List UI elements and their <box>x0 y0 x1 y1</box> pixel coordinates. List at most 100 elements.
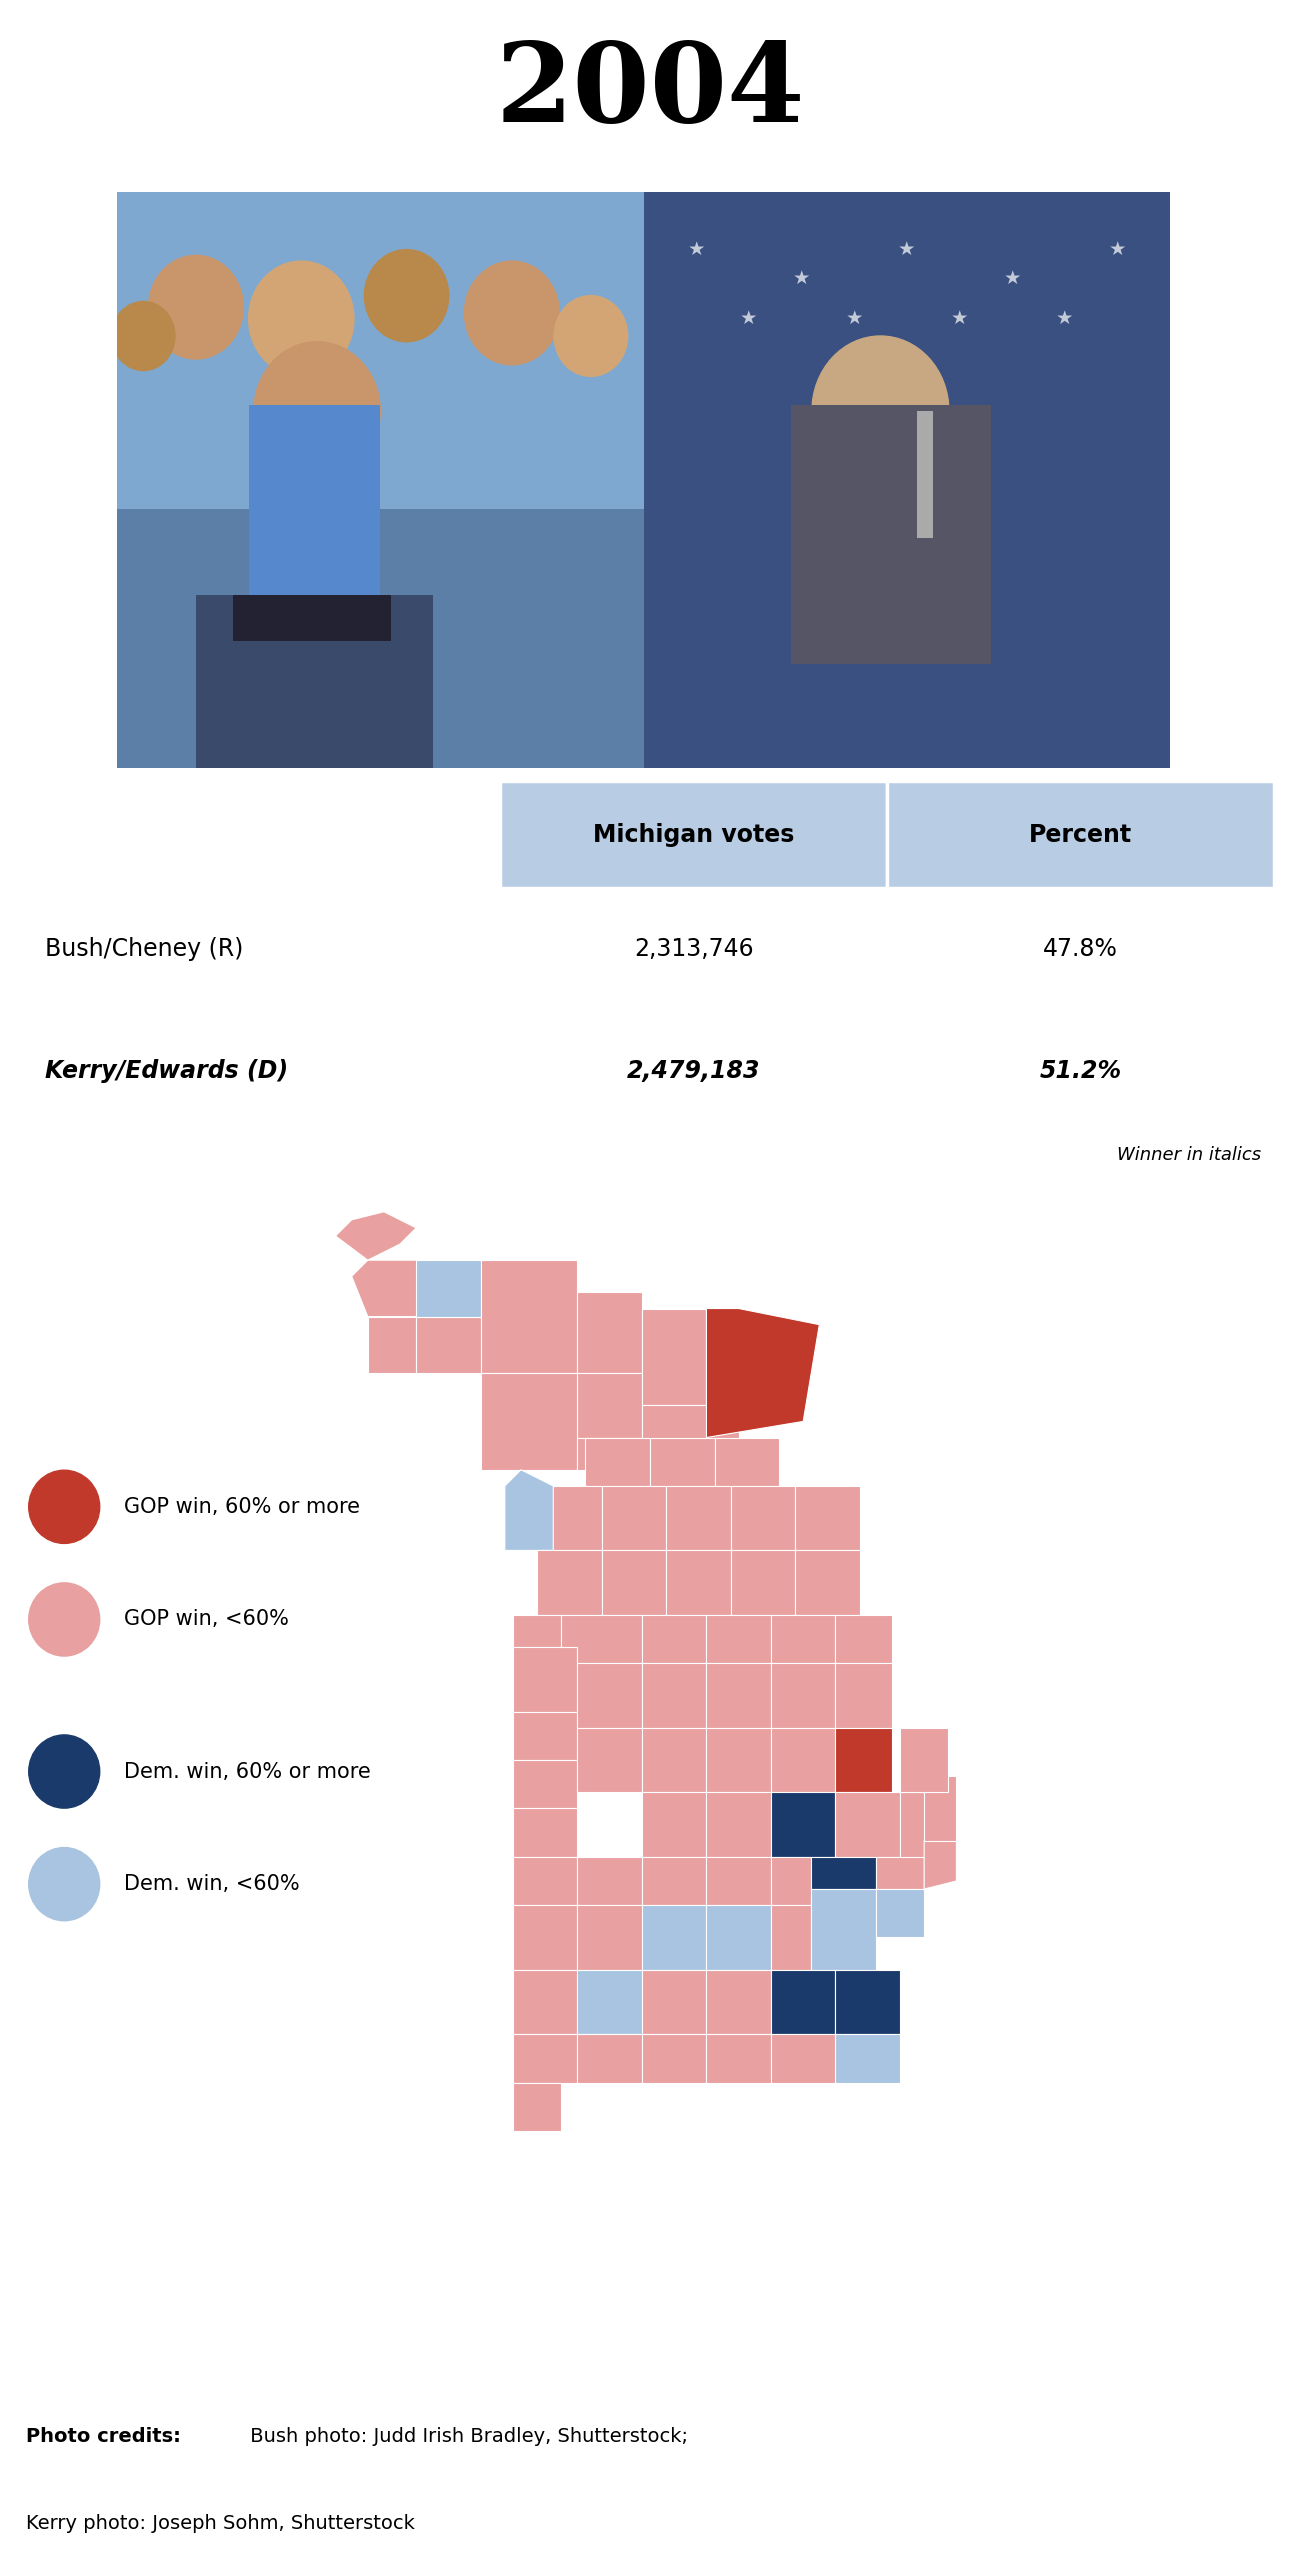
Polygon shape <box>771 1792 836 1856</box>
Text: 2,313,746: 2,313,746 <box>634 937 754 960</box>
Polygon shape <box>577 1856 642 1905</box>
Polygon shape <box>642 1792 706 1856</box>
Circle shape <box>248 261 354 376</box>
Polygon shape <box>706 1905 771 1969</box>
Polygon shape <box>836 2035 900 2084</box>
Text: ★: ★ <box>688 241 705 259</box>
FancyBboxPatch shape <box>248 404 380 625</box>
Polygon shape <box>811 1856 876 1889</box>
Circle shape <box>29 1736 100 1807</box>
Polygon shape <box>504 1469 554 1551</box>
Polygon shape <box>924 1841 957 1889</box>
Polygon shape <box>731 1551 796 1615</box>
Text: ★: ★ <box>845 310 863 328</box>
Polygon shape <box>514 1807 577 1856</box>
Polygon shape <box>706 1664 771 1728</box>
Polygon shape <box>642 1905 706 1969</box>
Circle shape <box>112 302 176 371</box>
Polygon shape <box>796 1485 859 1551</box>
Text: ★: ★ <box>1109 241 1126 259</box>
Text: GOP win, 60% or more: GOP win, 60% or more <box>125 1498 360 1518</box>
Polygon shape <box>666 1551 731 1615</box>
Text: Dem. win, <60%: Dem. win, <60% <box>125 1874 300 1894</box>
Polygon shape <box>876 1856 924 1889</box>
Polygon shape <box>642 1308 706 1405</box>
Text: 51.2%: 51.2% <box>1040 1060 1122 1083</box>
Polygon shape <box>771 1728 836 1792</box>
Polygon shape <box>771 1969 836 2035</box>
Polygon shape <box>335 1211 416 1260</box>
Text: Bush/Cheney (R): Bush/Cheney (R) <box>44 937 243 960</box>
FancyBboxPatch shape <box>918 410 933 538</box>
Polygon shape <box>577 1664 642 1728</box>
Polygon shape <box>577 1372 642 1439</box>
Text: ★: ★ <box>898 241 915 259</box>
Polygon shape <box>771 1664 836 1728</box>
Polygon shape <box>352 1260 433 1316</box>
Text: ★: ★ <box>1004 269 1020 287</box>
Polygon shape <box>514 1856 577 1905</box>
Text: ★: ★ <box>793 269 810 287</box>
Polygon shape <box>514 1905 577 1969</box>
Circle shape <box>464 261 559 366</box>
Polygon shape <box>706 1856 771 1905</box>
Text: 47.8%: 47.8% <box>1043 937 1118 960</box>
Circle shape <box>554 294 628 376</box>
Polygon shape <box>416 1260 481 1316</box>
Polygon shape <box>811 1889 876 1969</box>
Polygon shape <box>900 1728 948 1792</box>
Polygon shape <box>642 1856 706 1905</box>
Polygon shape <box>514 1646 577 1713</box>
Polygon shape <box>514 1615 562 1646</box>
Polygon shape <box>416 1316 481 1372</box>
Polygon shape <box>577 1905 642 1969</box>
FancyBboxPatch shape <box>117 509 644 768</box>
Polygon shape <box>416 1260 481 1316</box>
Text: Percent: Percent <box>1030 822 1132 847</box>
Polygon shape <box>836 1728 892 1792</box>
Text: ★: ★ <box>1056 310 1074 328</box>
Text: 2004: 2004 <box>495 38 805 146</box>
Text: Kerry photo: Joseph Sohm, Shutterstock: Kerry photo: Joseph Sohm, Shutterstock <box>26 2514 415 2534</box>
FancyBboxPatch shape <box>790 404 991 663</box>
Circle shape <box>254 343 380 481</box>
Circle shape <box>148 256 243 358</box>
FancyBboxPatch shape <box>117 192 644 509</box>
Polygon shape <box>836 1969 900 2035</box>
Polygon shape <box>514 1761 577 1807</box>
Polygon shape <box>481 1372 577 1469</box>
Polygon shape <box>577 1439 642 1469</box>
FancyBboxPatch shape <box>644 192 1170 768</box>
Polygon shape <box>706 2035 771 2084</box>
Polygon shape <box>771 1905 811 1969</box>
Text: Winner in italics: Winner in italics <box>1118 1147 1261 1165</box>
Polygon shape <box>650 1439 715 1485</box>
Polygon shape <box>368 1316 416 1372</box>
Polygon shape <box>514 1713 577 1761</box>
Polygon shape <box>666 1485 731 1551</box>
FancyBboxPatch shape <box>196 594 433 768</box>
Polygon shape <box>706 1792 771 1856</box>
FancyBboxPatch shape <box>500 781 887 888</box>
FancyBboxPatch shape <box>233 594 391 640</box>
Polygon shape <box>796 1551 859 1615</box>
Polygon shape <box>900 1792 948 1874</box>
Polygon shape <box>642 1664 706 1728</box>
Text: 2,479,183: 2,479,183 <box>627 1060 760 1083</box>
Circle shape <box>29 1848 100 1920</box>
Polygon shape <box>924 1777 957 1841</box>
Polygon shape <box>715 1439 779 1485</box>
Circle shape <box>29 1582 100 1656</box>
Polygon shape <box>706 1308 819 1439</box>
Polygon shape <box>577 1969 642 2035</box>
Circle shape <box>29 1469 100 1544</box>
Polygon shape <box>537 1485 602 1551</box>
FancyBboxPatch shape <box>887 781 1274 888</box>
Polygon shape <box>642 1969 706 2035</box>
Polygon shape <box>706 1728 771 1792</box>
Polygon shape <box>642 1615 706 1664</box>
Polygon shape <box>642 2035 706 2084</box>
Polygon shape <box>585 1439 650 1485</box>
Polygon shape <box>706 1615 771 1664</box>
Text: GOP win, <60%: GOP win, <60% <box>125 1610 289 1631</box>
